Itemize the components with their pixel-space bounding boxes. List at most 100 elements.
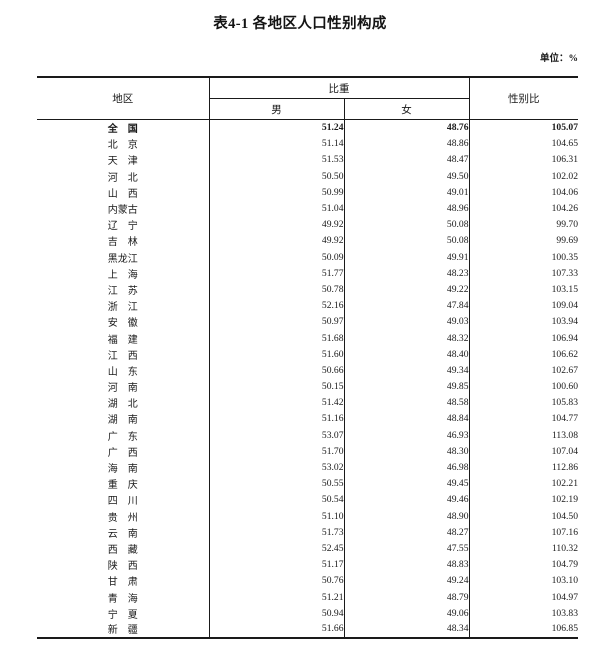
cell-female-proportion: 48.27 xyxy=(343,524,470,541)
table-row: 内蒙古 51.04 48.96 104.26 xyxy=(37,200,578,217)
cell-sex-ratio: 104.06 xyxy=(551,186,578,198)
cell-region: 湖 南 xyxy=(107,415,138,427)
cell-female-proportion: 49.85 xyxy=(343,378,470,395)
cell-male-proportion: 50.50 xyxy=(208,168,344,185)
table-row: 宁 夏 50.94 49.06 103.83 xyxy=(37,605,578,622)
cell-male-proportion: 51.21 xyxy=(208,588,344,606)
unit-label: 单位：% xyxy=(539,54,578,64)
table-row: 浙 江 52.16 47.84 109.04 xyxy=(37,297,578,314)
cell-sex-ratio: 102.02 xyxy=(551,170,578,182)
cell-sex-ratio: 100.60 xyxy=(551,381,578,393)
cell-sex-ratio: 104.77 xyxy=(551,413,578,425)
population-sex-composition-table: 地区 比重 性别比 男 女 全 国 51.24 48.76 105.07 北 京 51.1… xyxy=(37,76,578,639)
cell-sex-ratio: 105.07 xyxy=(551,122,578,134)
cell-region: 云 南 xyxy=(107,528,138,540)
cell-female-proportion: 49.06 xyxy=(343,605,470,622)
cell-sex-ratio: 104.50 xyxy=(551,510,578,522)
table-row: 上 海 51.77 48.23 107.33 xyxy=(37,265,578,282)
column-header-proportion-group: 比重 xyxy=(208,76,470,99)
cell-region: 北 京 xyxy=(107,140,138,152)
table-row: 江 西 51.60 48.40 106.62 xyxy=(37,346,578,363)
cell-region: 全 国 xyxy=(107,124,138,136)
cell-male-proportion: 50.66 xyxy=(208,362,344,379)
cell-female-proportion: 48.96 xyxy=(343,200,470,217)
cell-region: 江 西 xyxy=(107,350,138,362)
cell-female-proportion: 48.32 xyxy=(343,329,470,347)
cell-sex-ratio: 100.35 xyxy=(551,251,578,263)
table-row: 辽 宁 49.92 50.08 99.70 xyxy=(37,216,578,233)
table-row: 福 建 51.68 48.32 106.94 xyxy=(37,329,578,347)
table-row: 湖 北 51.42 48.58 105.83 xyxy=(37,394,578,411)
cell-female-proportion: 49.34 xyxy=(343,362,470,379)
cell-region: 河 南 xyxy=(107,383,138,395)
cell-female-proportion: 48.90 xyxy=(343,508,470,525)
cell-region: 四 川 xyxy=(107,496,138,508)
cell-sex-ratio: 99.70 xyxy=(556,219,578,231)
table-row: 广 东 53.07 46.93 113.08 xyxy=(37,427,578,444)
cell-male-proportion: 51.70 xyxy=(208,443,344,460)
cell-male-proportion: 53.07 xyxy=(208,427,344,444)
cell-female-proportion: 48.79 xyxy=(343,588,470,606)
table-row: 天 津 51.53 48.47 106.31 xyxy=(37,151,578,169)
cell-region: 新 疆 xyxy=(37,621,209,639)
cell-female-proportion: 49.03 xyxy=(343,313,470,330)
cell-female-proportion: 48.83 xyxy=(343,556,470,573)
table-row: 西 藏 52.45 47.55 110.32 xyxy=(37,540,578,557)
cell-male-proportion: 51.53 xyxy=(208,151,344,169)
cell-male-proportion: 51.77 xyxy=(208,265,344,282)
cell-female-proportion: 49.22 xyxy=(343,281,470,298)
cell-male-proportion: 51.60 xyxy=(208,346,344,363)
cell-female-proportion: 49.50 xyxy=(343,168,470,185)
table-row: 青 海 51.21 48.79 104.97 xyxy=(37,588,578,606)
page-title: 表4-1 各地区人口性别构成 xyxy=(213,16,387,32)
table-row: 山 西 50.99 49.01 104.06 xyxy=(37,184,578,201)
cell-sex-ratio: 105.83 xyxy=(551,397,578,409)
cell-female-proportion: 48.84 xyxy=(343,410,470,428)
cell-region: 天 津 xyxy=(107,156,138,168)
column-header-male: 男 xyxy=(208,98,344,120)
cell-male-proportion: 50.76 xyxy=(208,572,344,589)
table-row: 陕 西 51.17 48.83 104.79 xyxy=(37,556,578,573)
cell-female-proportion: 47.55 xyxy=(343,540,470,557)
cell-male-proportion: 51.73 xyxy=(208,524,344,541)
cell-male-proportion: 50.99 xyxy=(208,184,344,201)
cell-sex-ratio: 104.79 xyxy=(551,559,578,571)
cell-region: 安 徽 xyxy=(107,318,138,330)
cell-region: 山 东 xyxy=(107,366,138,378)
table-row: 山 东 50.66 49.34 102.67 xyxy=(37,362,578,379)
column-header-region: 地区 xyxy=(37,76,209,120)
cell-sex-ratio: 112.86 xyxy=(551,462,578,474)
cell-female-proportion: 46.98 xyxy=(343,459,470,476)
table-row: 黑龙江 50.09 49.91 100.35 xyxy=(37,249,578,266)
cell-female-proportion: 49.91 xyxy=(343,249,470,266)
cell-male-proportion: 50.78 xyxy=(208,281,344,298)
cell-female-proportion: 50.08 xyxy=(343,232,470,249)
table-row: 云 南 51.73 48.27 107.16 xyxy=(37,524,578,541)
cell-female-proportion: 48.40 xyxy=(343,346,470,363)
table-row: 湖 南 51.16 48.84 104.77 xyxy=(37,410,578,428)
cell-female-proportion: 48.86 xyxy=(343,135,470,152)
cell-male-proportion: 49.92 xyxy=(208,216,344,233)
table-row: 甘 肃 50.76 49.24 103.10 xyxy=(37,572,578,589)
cell-male-proportion: 51.14 xyxy=(208,135,344,152)
cell-sex-ratio: 103.10 xyxy=(551,575,578,587)
table-row: 海 南 53.02 46.98 112.86 xyxy=(37,459,578,476)
cell-region: 重 庆 xyxy=(107,480,138,492)
cell-sex-ratio: 106.62 xyxy=(551,348,578,360)
cell-female-proportion: 49.46 xyxy=(343,491,470,508)
cell-female-proportion: 49.24 xyxy=(343,572,470,589)
cell-region: 宁 夏 xyxy=(107,609,138,621)
table-row: 贵 州 51.10 48.90 104.50 xyxy=(37,508,578,525)
cell-region: 山 西 xyxy=(107,188,138,200)
cell-sex-ratio: 102.21 xyxy=(551,478,578,490)
cell-sex-ratio: 102.67 xyxy=(551,364,578,376)
cell-sex-ratio: 104.65 xyxy=(551,138,578,150)
cell-region: 内蒙古 xyxy=(107,205,138,217)
cell-male-proportion: 53.02 xyxy=(208,459,344,476)
cell-female-proportion: 48.76 xyxy=(343,119,470,136)
table-row: 河 南 50.15 49.85 100.60 xyxy=(37,378,578,395)
cell-sex-ratio: 103.94 xyxy=(551,316,578,328)
cell-male-proportion: 50.55 xyxy=(208,475,344,492)
cell-sex-ratio: 110.32 xyxy=(551,542,578,554)
